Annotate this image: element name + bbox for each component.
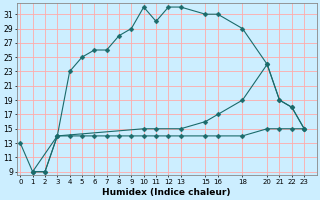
X-axis label: Humidex (Indice chaleur): Humidex (Indice chaleur) — [102, 188, 231, 197]
